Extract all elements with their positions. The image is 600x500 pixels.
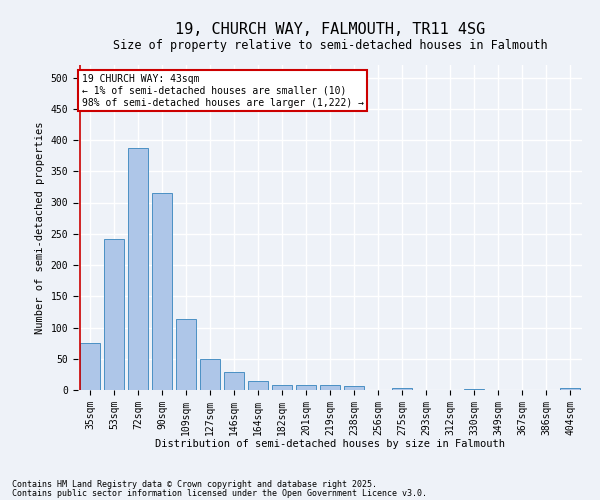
Bar: [128, 148, 148, 390]
Bar: [392, 388, 412, 390]
Bar: [320, 385, 340, 390]
Bar: [344, 386, 364, 390]
Bar: [176, 320, 196, 390]
Bar: [272, 385, 292, 390]
Bar: [248, 381, 268, 390]
Bar: [560, 388, 580, 390]
Text: 19 CHURCH WAY: 43sqm
← 1% of semi-detached houses are smaller (10)
98% of semi-d: 19 CHURCH WAY: 43sqm ← 1% of semi-detach…: [82, 74, 364, 108]
Text: Contains HM Land Registry data © Crown copyright and database right 2025.: Contains HM Land Registry data © Crown c…: [12, 480, 377, 489]
Bar: [296, 385, 316, 390]
Y-axis label: Number of semi-detached properties: Number of semi-detached properties: [35, 121, 45, 334]
Bar: [200, 359, 220, 390]
Bar: [224, 372, 244, 390]
Text: Contains public sector information licensed under the Open Government Licence v3: Contains public sector information licen…: [12, 488, 427, 498]
Text: 19, CHURCH WAY, FALMOUTH, TR11 4SG: 19, CHURCH WAY, FALMOUTH, TR11 4SG: [175, 22, 485, 38]
X-axis label: Distribution of semi-detached houses by size in Falmouth: Distribution of semi-detached houses by …: [155, 439, 505, 449]
Text: Size of property relative to semi-detached houses in Falmouth: Size of property relative to semi-detach…: [113, 39, 547, 52]
Bar: [152, 193, 172, 390]
Bar: [80, 343, 100, 390]
Bar: [104, 239, 124, 390]
